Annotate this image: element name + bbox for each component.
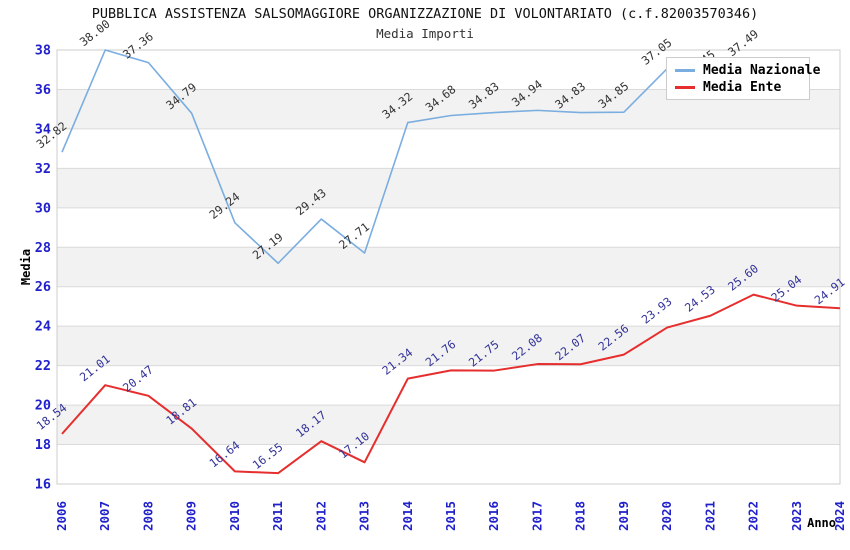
x-tick-label: 2021: [702, 501, 717, 531]
media-nazionale-line-swatch-icon: [675, 69, 695, 72]
point-label: 37.49: [725, 27, 761, 59]
y-tick-label: 28: [35, 240, 51, 256]
x-tick-label: 2016: [486, 501, 501, 531]
x-tick-label: 2012: [313, 501, 328, 531]
y-tick-label: 38: [35, 43, 51, 59]
x-tick-label: 2023: [789, 501, 804, 531]
x-tick-label: 2009: [184, 501, 199, 531]
legend-item-media-ente: Media Ente: [675, 79, 801, 96]
point-label: 37.36: [120, 29, 156, 61]
x-tick-label: 2006: [54, 501, 69, 531]
y-tick-label: 36: [35, 82, 51, 98]
x-tick-label: 2008: [140, 501, 155, 531]
plot-band: [57, 247, 840, 287]
legend: Media Nazionale Media Ente: [666, 57, 820, 100]
y-tick-label: 30: [35, 200, 51, 216]
x-tick-label: 2017: [529, 501, 544, 531]
x-tick-label: 2013: [357, 501, 372, 531]
plot-band: [57, 168, 840, 208]
x-tick-label: 2010: [227, 501, 242, 531]
legend-item-media-nazionale: Media Nazionale: [675, 62, 820, 79]
legend-label: Media Nazionale: [703, 63, 821, 78]
x-tick-label: 2019: [616, 501, 631, 531]
y-tick-label: 16: [35, 477, 51, 493]
x-tick-label: 2007: [97, 501, 112, 531]
x-tick-label: 2015: [443, 501, 458, 531]
x-tick-label: 2011: [270, 501, 285, 531]
y-tick-label: 20: [35, 398, 51, 414]
y-tick-label: 22: [35, 358, 51, 374]
y-tick-label: 26: [35, 279, 51, 295]
x-tick-label: 2024: [832, 501, 847, 531]
point-label: 38.00: [77, 17, 113, 49]
y-tick-label: 32: [35, 161, 51, 177]
y-axis-title: Media: [19, 249, 33, 285]
x-tick-label: 2020: [659, 501, 674, 531]
x-axis-title: Anno: [807, 516, 836, 530]
series-line-media-ente: [61, 293, 841, 475]
x-tick-label: 2018: [573, 501, 588, 531]
y-tick-label: 18: [35, 437, 51, 453]
y-tick-label: 34: [35, 121, 51, 137]
chart-subtitle: Media Importi: [376, 26, 474, 41]
chart-title: PUBBLICA ASSISTENZA SALSOMAGGIORE ORGANI…: [91, 6, 759, 22]
x-tick-label: 2014: [400, 501, 415, 531]
x-tick-label: 2022: [746, 501, 761, 531]
y-tick-label: 24: [35, 319, 51, 335]
legend-label: Media Ente: [703, 80, 782, 95]
media-ente-line-swatch-icon: [675, 86, 695, 89]
point-label: 23.93: [639, 294, 675, 326]
plot-band: [57, 326, 840, 366]
series-line-media-nazionale: [61, 49, 754, 265]
point-label: 20.47: [120, 362, 156, 394]
plot-border: [56, 49, 841, 485]
